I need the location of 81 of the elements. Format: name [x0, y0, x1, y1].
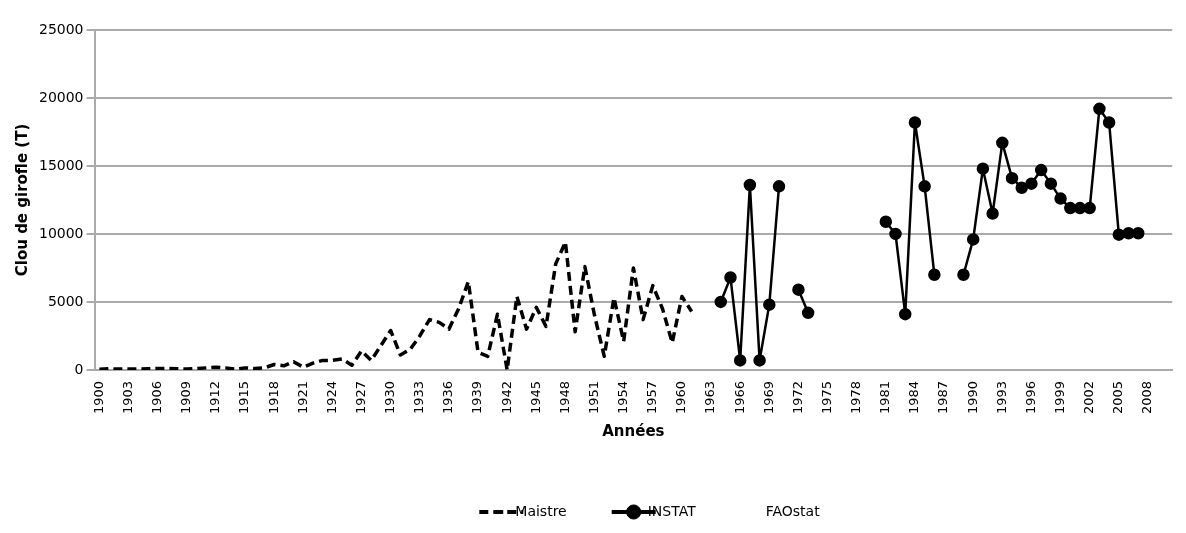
point: [714, 295, 728, 309]
point: [1064, 201, 1077, 215]
point: [733, 354, 747, 367]
legend-label: Maistre: [515, 502, 567, 519]
x-tick-label: 1948: [556, 380, 572, 415]
point: [879, 215, 893, 228]
x-tick-label: 1939: [469, 380, 485, 415]
x-tick-label: 2008: [1139, 380, 1155, 415]
point: [986, 207, 999, 220]
point: [743, 178, 757, 192]
point: [1083, 201, 1096, 215]
x-tick-label: 1903: [119, 380, 135, 415]
x-tick-label: 1984: [906, 380, 922, 415]
x-tick-label: 1921: [294, 380, 310, 415]
x-tick-label: 1936: [440, 380, 456, 415]
x-tick-label: 1960: [673, 380, 689, 415]
x-tick-label: 1927: [352, 380, 368, 415]
x-tick-label: 1924: [323, 380, 339, 415]
point: [918, 180, 931, 193]
point: [1044, 177, 1058, 190]
x-tick-label: 1942: [498, 380, 514, 415]
x-tick-label: 1912: [207, 380, 223, 415]
point: [1005, 171, 1019, 185]
point: [1131, 227, 1145, 240]
x-tick-label: 1900: [90, 380, 106, 415]
y-tick-label: 0: [74, 360, 84, 377]
x-tick-label: 1972: [789, 380, 805, 415]
x-tick-label: 1930: [382, 380, 398, 415]
x-tick-label: 1987: [935, 380, 951, 415]
x-tick-label: 2005: [1110, 380, 1126, 415]
point: [772, 180, 786, 193]
point: [898, 307, 912, 321]
x-tick-label: 1954: [615, 380, 631, 415]
x-tick-label: 1951: [585, 380, 601, 415]
point: [763, 298, 776, 311]
y-tick-label: 10000: [38, 224, 84, 241]
point: [889, 227, 902, 241]
point: [1054, 192, 1067, 205]
point: [908, 116, 922, 129]
point: [792, 283, 805, 296]
x-tick-label: 1966: [731, 380, 747, 415]
y-tick-label: 15000: [38, 156, 84, 173]
point: [966, 233, 980, 246]
point: [753, 354, 766, 367]
x-tick-label: 2002: [1081, 380, 1097, 415]
point: [976, 162, 990, 175]
x-tick-label: 1981: [877, 380, 893, 415]
x-tick-label: 1918: [265, 380, 281, 415]
x-tick-label: 1957: [644, 380, 660, 415]
x-tick-label: 1933: [411, 380, 427, 415]
x-tick-label: 1975: [818, 380, 834, 415]
x-axis-title: Années: [602, 421, 665, 440]
point: [1034, 163, 1048, 177]
point: [1122, 227, 1135, 240]
y-tick-label: 20000: [38, 88, 84, 105]
x-tick-label: 1906: [149, 380, 165, 415]
x-tick-label: 1996: [1022, 380, 1038, 415]
text: FAOstat: [765, 502, 821, 519]
point: [1102, 116, 1116, 129]
y-tick-label: 25000: [38, 20, 84, 37]
x-tick-label: 1909: [178, 380, 194, 415]
x-tick-label: 1978: [848, 380, 864, 415]
x-tick-label: 1999: [1051, 380, 1067, 415]
x-tick-label: 1993: [993, 380, 1009, 415]
point: [928, 268, 941, 281]
x-tick-label: 1963: [702, 380, 718, 415]
point: [1073, 201, 1087, 215]
point: [724, 271, 737, 284]
y-axis-title: Clou de girofle (T): [12, 123, 31, 277]
x-tick-label: 1945: [527, 380, 543, 415]
point: [801, 306, 815, 320]
point: [1015, 181, 1028, 194]
point: [1093, 102, 1106, 116]
x-tick-label: 1990: [964, 380, 980, 415]
x-tick-label: 1969: [760, 380, 776, 415]
point: [996, 136, 1009, 150]
point: [1112, 228, 1126, 241]
point: [957, 268, 970, 281]
y-tick-label: 5000: [47, 292, 84, 309]
x-tick-label: 1915: [236, 380, 252, 415]
point: [1025, 177, 1038, 190]
